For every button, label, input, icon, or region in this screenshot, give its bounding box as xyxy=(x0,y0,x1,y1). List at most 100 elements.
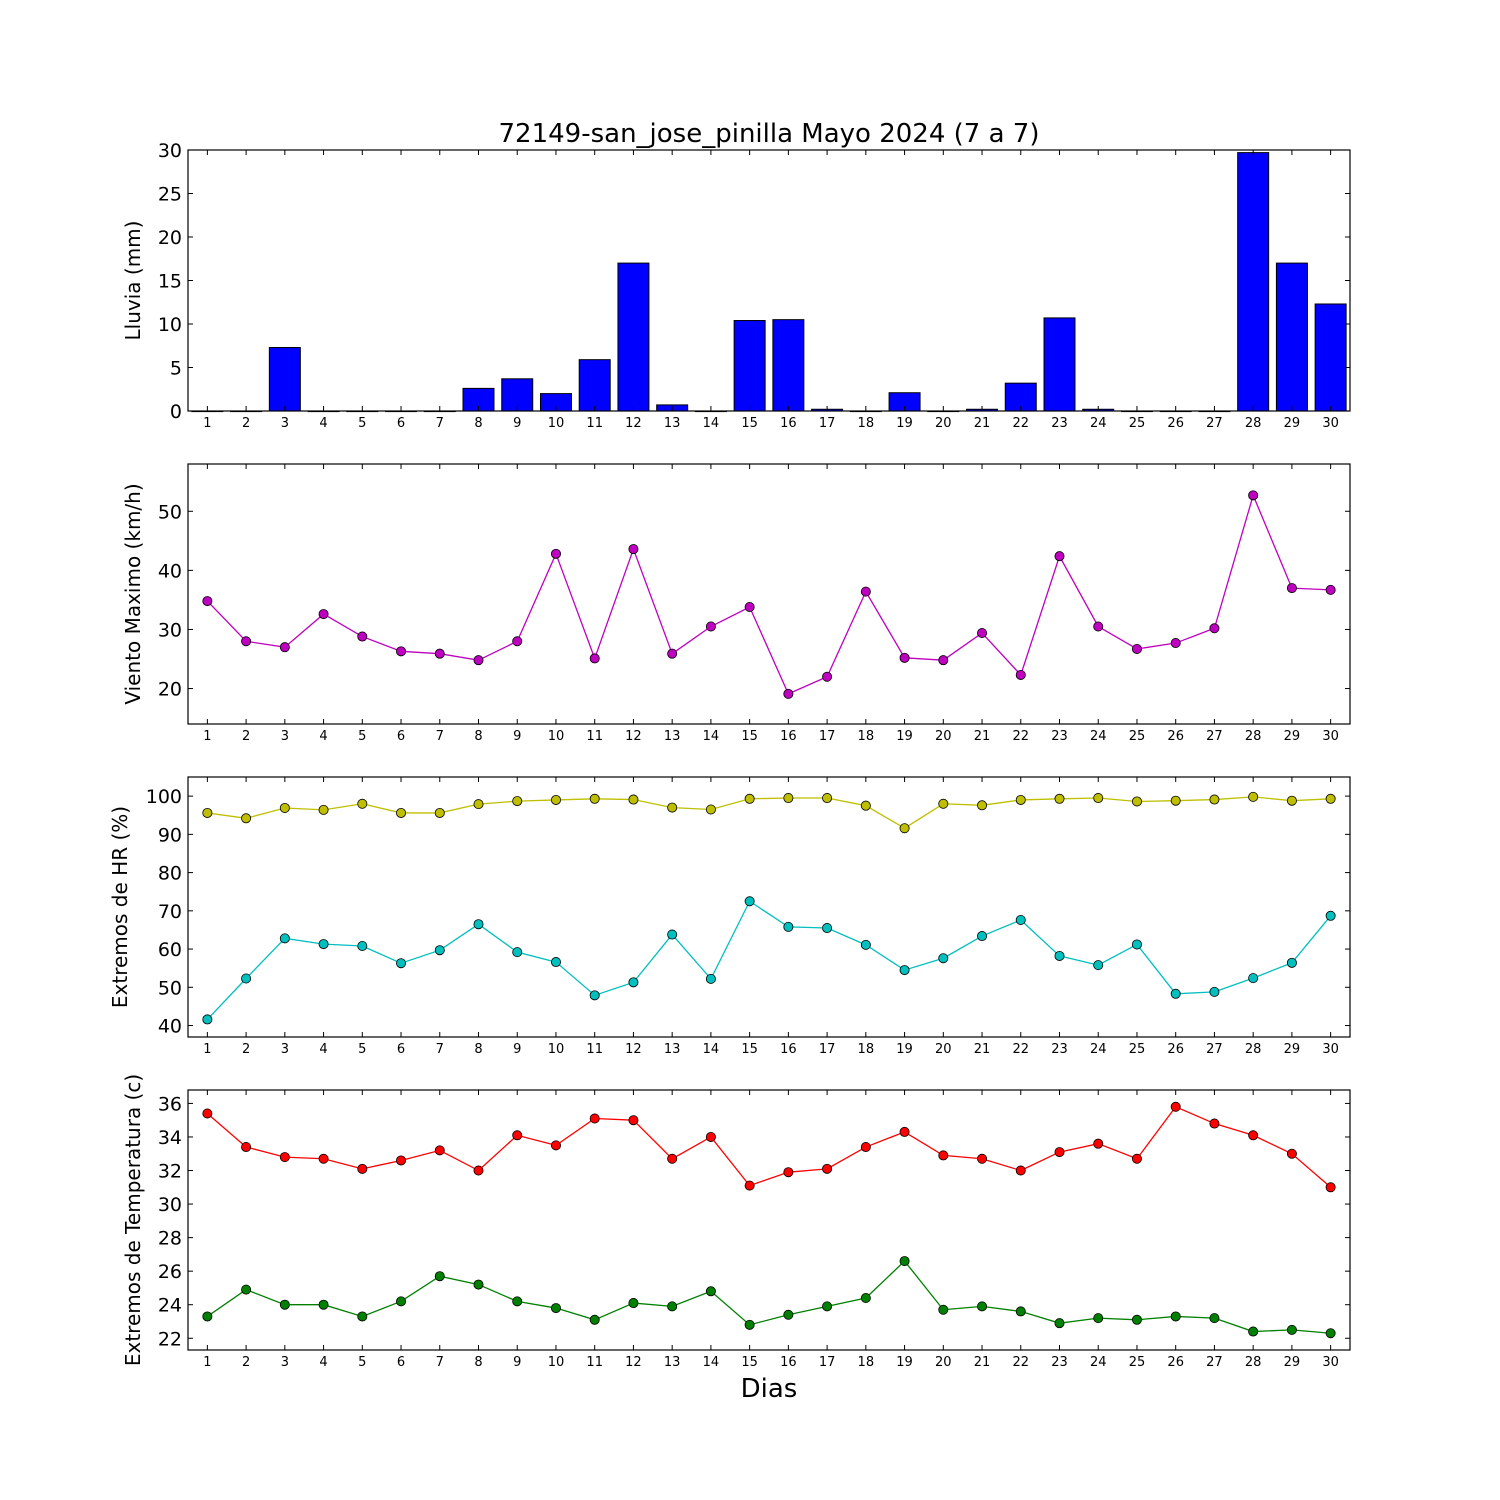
wind-xtick-label: 6 xyxy=(397,729,405,744)
temperature-xtick-label: 17 xyxy=(819,1355,836,1370)
humidity-xtick-label: 10 xyxy=(548,1042,565,1057)
temperature-data-point xyxy=(396,1296,407,1307)
wind-data-point xyxy=(1131,643,1142,654)
temperature-data-point xyxy=(473,1165,484,1176)
humidity-data-point xyxy=(396,807,407,818)
rain-xtick-label: 3 xyxy=(281,416,289,431)
temperature-xtick-label: 16 xyxy=(780,1355,797,1370)
rain-xtick-label: 11 xyxy=(586,416,603,431)
wind-xtick-label: 9 xyxy=(513,729,521,744)
humidity-xtick-label: 23 xyxy=(1051,1042,1068,1057)
temperature-data-point xyxy=(512,1130,523,1141)
temperature-data-point xyxy=(202,1108,213,1119)
wind-xtick-label: 29 xyxy=(1284,729,1301,744)
rain-bar xyxy=(268,346,301,412)
temperature-ytick-label: 26 xyxy=(158,1261,182,1283)
wind-data-point xyxy=(396,646,407,657)
humidity-xtick-label: 14 xyxy=(703,1042,720,1057)
humidity-xtick-label: 16 xyxy=(780,1042,797,1057)
rain-xtick-label: 26 xyxy=(1167,416,1184,431)
temperature-xtick-label: 1 xyxy=(203,1355,211,1370)
humidity-data-point xyxy=(628,977,639,988)
humidity-data-point xyxy=(512,796,523,807)
wind-xtick-label: 11 xyxy=(586,729,603,744)
figure-title: 72149-san_jose_pinilla Mayo 2024 (7 a 7) xyxy=(499,119,1040,149)
humidity-data-point xyxy=(667,802,678,813)
temperature-data-point xyxy=(1015,1306,1026,1317)
temperature-data-point xyxy=(279,1152,290,1163)
humidity-xtick-label: 22 xyxy=(1012,1042,1029,1057)
humidity-data-point xyxy=(434,945,445,956)
rain-xtick-label: 20 xyxy=(935,416,952,431)
humidity-data-point xyxy=(1248,791,1259,802)
humidity-xtick-label: 1 xyxy=(203,1042,211,1057)
humidity-xtick-label: 29 xyxy=(1284,1042,1301,1057)
temperature-xtick-label: 29 xyxy=(1284,1355,1301,1370)
rain-bar xyxy=(1043,317,1076,412)
wind-data-point xyxy=(744,602,755,613)
humidity-data-point xyxy=(1170,988,1181,999)
humidity-data-point xyxy=(1209,986,1220,997)
temperature-data-point xyxy=(938,1150,949,1161)
humidity-data-point xyxy=(744,896,755,907)
rain-xtick-label: 8 xyxy=(474,416,482,431)
humidity-data-point xyxy=(938,953,949,964)
humidity-data-point xyxy=(1286,957,1297,968)
rain-xtick-label: 21 xyxy=(974,416,991,431)
rain-xtick-label: 7 xyxy=(436,416,444,431)
rain-bar xyxy=(1275,262,1308,412)
temperature-data-point xyxy=(1209,1118,1220,1129)
temperature-xtick-label: 18 xyxy=(858,1355,875,1370)
humidity-xtick-label: 5 xyxy=(358,1042,366,1057)
rain-xtick-label: 6 xyxy=(397,416,405,431)
humidity-ytick-label: 80 xyxy=(158,863,182,885)
temperature-data-point xyxy=(744,1319,755,1330)
humidity-xtick-label: 7 xyxy=(436,1042,444,1057)
humidity-xtick-label: 4 xyxy=(319,1042,327,1057)
humidity-data-point xyxy=(1286,795,1297,806)
wind-data-point xyxy=(473,655,484,666)
temperature-data-point xyxy=(357,1311,368,1322)
temperature-ytick-label: 34 xyxy=(158,1127,182,1149)
temperature-data-point xyxy=(279,1299,290,1310)
rain-xtick-label: 13 xyxy=(664,416,681,431)
humidity-ytick-label: 90 xyxy=(158,824,182,846)
wind-data-point xyxy=(241,636,252,647)
temperature-data-point xyxy=(822,1301,833,1312)
temperature-xtick-label: 14 xyxy=(703,1355,720,1370)
temperature-xtick-label: 21 xyxy=(974,1355,991,1370)
wind-data-point xyxy=(628,544,639,555)
temperature-data-point xyxy=(1248,1326,1259,1337)
rain-xtick-label: 23 xyxy=(1051,416,1068,431)
temperature-data-point xyxy=(977,1153,988,1164)
rain-bar xyxy=(1314,303,1347,412)
temperature-data-point xyxy=(1015,1165,1026,1176)
temperature-xtick-label: 22 xyxy=(1012,1355,1029,1370)
wind-data-point xyxy=(357,631,368,642)
temperature-data-point xyxy=(938,1304,949,1315)
humidity-xtick-label: 6 xyxy=(397,1042,405,1057)
temperature-data-point xyxy=(705,1131,716,1142)
humidity-ytick-label: 60 xyxy=(158,939,182,961)
rain-xtick-label: 19 xyxy=(896,416,913,431)
humidity-xtick-label: 18 xyxy=(858,1042,875,1057)
wind-xtick-label: 8 xyxy=(474,729,482,744)
wind-data-point xyxy=(202,596,213,607)
humidity-xtick-label: 8 xyxy=(474,1042,482,1057)
wind-series-line xyxy=(206,493,1331,695)
humidity-xtick-label: 20 xyxy=(935,1042,952,1057)
humidity-xtick-label: 12 xyxy=(625,1042,642,1057)
rain-xtick-label: 24 xyxy=(1090,416,1107,431)
humidity-xtick-label: 2 xyxy=(242,1042,250,1057)
temperature-data-point xyxy=(318,1153,329,1164)
temperature-data-point xyxy=(1093,1138,1104,1149)
wind-data-point xyxy=(318,609,329,620)
rain-ytick-label: 15 xyxy=(158,271,182,293)
wind-ytick-label: 40 xyxy=(158,560,182,582)
temperature-data-point xyxy=(512,1296,523,1307)
humidity-data-point xyxy=(977,800,988,811)
humidity-data-point xyxy=(822,793,833,804)
humidity-xtick-label: 26 xyxy=(1167,1042,1184,1057)
